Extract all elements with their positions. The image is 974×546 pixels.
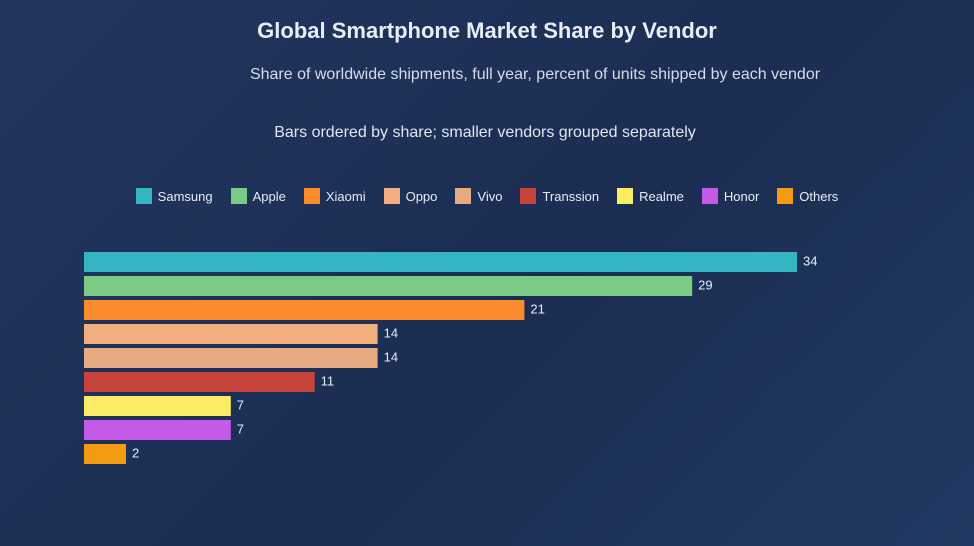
legend-label: Honor [723, 188, 760, 204]
bar [84, 324, 378, 344]
legend-label: Apple [252, 188, 286, 204]
chart-subtitle: Share of worldwide shipments, full year,… [249, 66, 821, 83]
value-label: 7 [237, 421, 244, 436]
legend: Samsung Apple Xiaomi Oppo Vivo Transsion Realm… [84, 188, 890, 204]
bar [84, 396, 231, 416]
legend-swatch [303, 188, 320, 204]
legend-label: Transsion [542, 188, 600, 204]
value-label: 34 [803, 253, 817, 268]
legend-label: Others [799, 188, 839, 204]
legend-label: Xiaomi [325, 188, 366, 204]
bar [84, 372, 315, 392]
value-label: 29 [698, 277, 712, 292]
value-label: 11 [321, 373, 335, 388]
legend-item: Transsion [520, 188, 599, 204]
legend-item: Samsung [135, 188, 213, 204]
legend-item: Oppo [383, 188, 438, 204]
legend-swatch [701, 188, 718, 204]
legend-swatch [520, 188, 537, 204]
legend-label: Realme [639, 188, 684, 204]
value-label: 21 [530, 301, 544, 316]
legend-label: Oppo [405, 188, 438, 204]
bar [84, 444, 126, 464]
value-label: 14 [384, 349, 398, 364]
legend-item: Realme [617, 188, 684, 204]
legend-item: Honor [701, 188, 760, 204]
bar [84, 252, 798, 272]
value-label: 2 [132, 445, 139, 460]
legend-item: Vivo [455, 188, 502, 204]
chart-title: Global Smartphone Market Share by Vendor [257, 18, 717, 43]
legend-swatch [383, 188, 400, 204]
legend-swatch [230, 188, 247, 204]
legend-swatch [455, 188, 472, 204]
legend-swatch [777, 188, 794, 204]
legend-label: Vivo [477, 188, 503, 204]
legend-swatch [617, 188, 634, 204]
legend-swatch [135, 188, 152, 204]
legend-item: Others [777, 188, 838, 204]
value-label: 14 [384, 325, 398, 340]
chart-note: Bars ordered by share; smaller vendors g… [274, 124, 696, 141]
legend-item: Apple [230, 188, 286, 204]
legend-item: Xiaomi [303, 188, 366, 204]
legend-label: Samsung [157, 188, 213, 204]
bar [84, 300, 525, 320]
bar [84, 348, 378, 368]
value-label: 7 [237, 397, 244, 412]
bar [84, 420, 231, 440]
bar [84, 276, 693, 296]
